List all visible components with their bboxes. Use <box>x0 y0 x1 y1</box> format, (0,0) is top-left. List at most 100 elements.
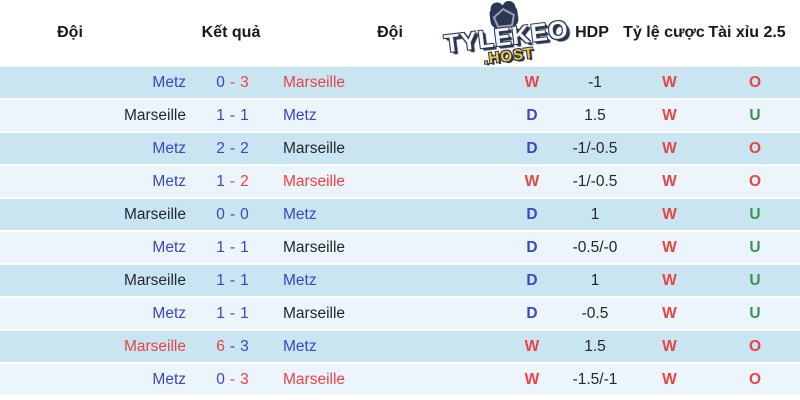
handicap-value: 1.5 <box>584 106 606 124</box>
over-under-result: U <box>749 205 761 223</box>
score-separator: - <box>229 304 236 322</box>
odds-result: W <box>662 271 677 289</box>
odds-result: W <box>662 73 677 91</box>
score: 2-2 <box>190 133 275 164</box>
score: 1-2 <box>190 166 275 197</box>
score-home: 0 <box>216 370 225 388</box>
score-separator: - <box>229 139 236 157</box>
away-team: Marseille <box>283 238 346 256</box>
home-team: Marseille <box>123 106 186 124</box>
score-separator: - <box>229 271 236 289</box>
score-away: 1 <box>240 238 249 256</box>
header-hdp: HDP <box>575 24 609 41</box>
match-result: D <box>526 139 538 157</box>
score-home: 1 <box>216 304 225 322</box>
match-result: D <box>526 304 538 322</box>
match-result: D <box>526 271 538 289</box>
header-result: Kết quả <box>201 24 261 41</box>
home-team: Metz <box>152 139 186 157</box>
handicap-value: 1 <box>590 205 600 223</box>
match-row: Marseille 0-0 Metz D 1 W U <box>0 199 800 232</box>
away-team: Marseille <box>283 73 346 91</box>
score-home: 1 <box>216 172 225 190</box>
home-team: Metz <box>152 73 186 91</box>
away-team: Marseille <box>283 139 346 157</box>
odds-result: W <box>662 172 677 190</box>
match-row: Metz 1-2 Marseille W -1/-0.5 W O <box>0 166 800 199</box>
match-row: Metz 1-1 Marseille D -0.5/-0 W U <box>0 232 800 265</box>
match-result: W <box>524 337 540 355</box>
odds-result: W <box>662 205 677 223</box>
match-row: Marseille 6-3 Metz W 1.5 W O <box>0 331 800 364</box>
away-team: Metz <box>283 106 317 124</box>
score-home: 0 <box>216 73 225 91</box>
score-separator: - <box>229 370 236 388</box>
score-home: 1 <box>216 106 225 124</box>
over-under-result: U <box>749 304 761 322</box>
score-home: 1 <box>216 238 225 256</box>
score-away: 0 <box>240 205 249 223</box>
away-team: Marseille <box>283 172 346 190</box>
match-row: Metz 1-1 Marseille D -0.5 W U <box>0 298 800 331</box>
score-away: 3 <box>240 370 249 388</box>
handicap-value: -1/-0.5 <box>572 172 618 190</box>
match-row: Metz 0-3 Marseille W -1 W O <box>0 67 800 100</box>
away-team: Marseille <box>283 370 346 388</box>
home-team: Metz <box>152 370 186 388</box>
over-under-result: O <box>748 370 762 388</box>
match-result: D <box>526 205 538 223</box>
score: 1-1 <box>190 265 275 296</box>
home-team: Metz <box>152 238 186 256</box>
header-team-away: Đội <box>377 24 403 41</box>
odds-result: W <box>662 238 677 256</box>
header-over-under: Tài xỉu 2.5 <box>708 24 786 41</box>
score-away: 3 <box>240 73 249 91</box>
header-team-home: Đội <box>57 24 83 41</box>
over-under-result: U <box>749 271 761 289</box>
score-home: 0 <box>216 205 225 223</box>
odds-result: W <box>662 370 677 388</box>
over-under-result: U <box>749 106 761 124</box>
over-under-result: O <box>748 337 762 355</box>
score-home: 1 <box>216 271 225 289</box>
score-away: 2 <box>240 172 249 190</box>
match-result: D <box>526 106 538 124</box>
handicap-value: -1/-0.5 <box>572 139 618 157</box>
score: 0-3 <box>190 364 275 395</box>
score-separator: - <box>229 238 236 256</box>
handicap-value: -0.5 <box>581 304 609 322</box>
score: 1-1 <box>190 298 275 329</box>
header-odds: Tỷ lệ cược <box>623 24 705 41</box>
tylekeo-watermark: TYLEKEO .HOST <box>433 0 580 73</box>
handicap-value: -0.5/-0 <box>572 238 618 256</box>
away-team: Marseille <box>283 304 346 322</box>
home-team: Metz <box>152 304 186 322</box>
score-separator: - <box>229 172 236 190</box>
score-away: 1 <box>240 271 249 289</box>
match-row: Marseille 1-1 Metz D 1 W U <box>0 265 800 298</box>
handicap-value: 1.5 <box>584 337 606 355</box>
score-home: 6 <box>216 337 225 355</box>
score: 1-1 <box>190 232 275 263</box>
match-row: Metz 2-2 Marseille D -1/-0.5 W O <box>0 133 800 166</box>
score-separator: - <box>229 205 236 223</box>
handicap-value: -1 <box>588 73 602 91</box>
score: 0-3 <box>190 67 275 98</box>
score-away: 1 <box>240 304 249 322</box>
match-result: W <box>524 370 540 388</box>
over-under-result: O <box>748 139 762 157</box>
table-header: Đội Kết quả Đội HDP Tỷ lệ cược Tài xỉu 2… <box>0 0 800 67</box>
logo-crest-icon <box>489 0 519 29</box>
handicap-value: -1.5/-1 <box>572 370 618 388</box>
over-under-result: O <box>748 73 762 91</box>
score: 1-1 <box>190 100 275 131</box>
score-separator: - <box>229 73 236 91</box>
odds-result: W <box>662 337 677 355</box>
home-team: Marseille <box>123 271 186 289</box>
score-separator: - <box>229 337 236 355</box>
handicap-value: 1 <box>590 271 600 289</box>
away-team: Metz <box>283 337 317 355</box>
over-under-result: U <box>749 238 761 256</box>
match-rows: Metz 0-3 Marseille W -1 W O Marseille 1-… <box>0 67 800 397</box>
score-away: 1 <box>240 106 249 124</box>
